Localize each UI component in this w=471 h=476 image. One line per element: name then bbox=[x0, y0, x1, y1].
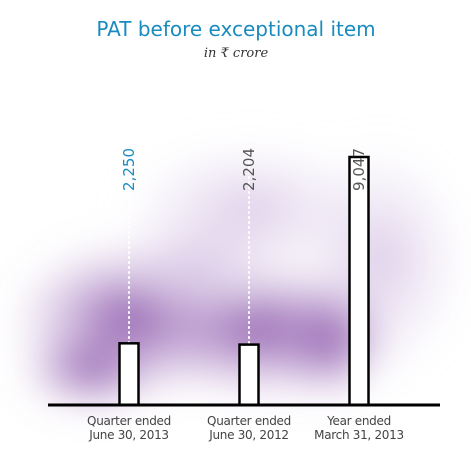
value-label: 2,204 bbox=[240, 148, 258, 191]
x-tick-label: Quarter ended June 30, 2012 bbox=[207, 414, 291, 442]
value-label: 2,250 bbox=[120, 148, 138, 191]
chart-subtitle: in ₹ crore bbox=[204, 46, 269, 61]
chart-title: PAT before exceptional item bbox=[96, 17, 375, 41]
x-tick-label: Year ended March 31, 2013 bbox=[314, 414, 404, 442]
value-label: 9,047 bbox=[350, 148, 368, 191]
x-tick-label: Quarter ended June 30, 2013 bbox=[87, 414, 171, 442]
bar bbox=[238, 343, 260, 407]
bar bbox=[118, 342, 140, 407]
watercolor-background bbox=[10, 140, 470, 410]
bar bbox=[348, 155, 370, 407]
